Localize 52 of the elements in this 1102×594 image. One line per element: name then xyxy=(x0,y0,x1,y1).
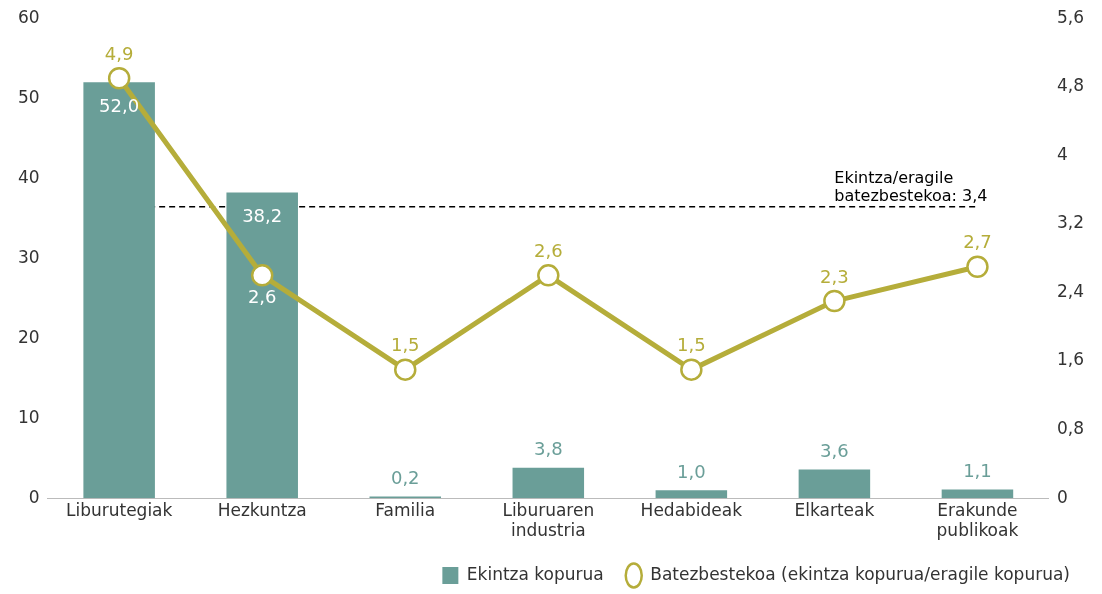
data-label: 0,2 xyxy=(390,467,420,489)
data-label: 1,1 xyxy=(963,460,992,482)
data-label: 1,5 xyxy=(677,334,706,356)
y2-tick-label: 3,2 xyxy=(1056,212,1085,233)
y2-tick-label: 2,4 xyxy=(1056,280,1085,301)
point xyxy=(537,264,560,287)
y-tick-label: 50 xyxy=(17,86,40,107)
x-tick-label: Familia xyxy=(375,499,436,520)
y2-tick-label: 1,6 xyxy=(1056,349,1085,370)
bar xyxy=(941,489,1014,499)
data-label: 4,9 xyxy=(104,42,134,64)
data-label: 3,6 xyxy=(820,440,849,462)
y2-tick-label: 4 xyxy=(1056,143,1068,164)
x-tick-label: Hezkuntza xyxy=(217,499,307,520)
data-label: 2,7 xyxy=(963,231,992,253)
point xyxy=(394,358,417,381)
x-tick-label: Erakunde publikoak xyxy=(936,499,1019,541)
data-label: 2,6 xyxy=(533,240,563,262)
data-label: 1,5 xyxy=(390,334,420,356)
data-label: 1,0 xyxy=(677,460,706,482)
legend-label: Batezbestekoa (ekintza kopurua/eragile kopurua) xyxy=(650,563,1070,584)
bar xyxy=(83,82,155,499)
data-label: 52,0 xyxy=(99,94,140,116)
bar xyxy=(798,469,871,499)
y2-tick-label: 4,8 xyxy=(1056,75,1085,96)
data-label: 2,3 xyxy=(820,265,849,287)
point xyxy=(680,358,703,381)
y-tick-label: 30 xyxy=(17,246,40,267)
ref-line-label: Ekintza/eragile batezbestekoa: 3,4 xyxy=(834,167,988,205)
y-tick-label: 60 xyxy=(17,6,40,27)
data-label: 38,2 xyxy=(242,205,283,227)
point xyxy=(823,289,846,313)
y2-tick-label: 0 xyxy=(1056,486,1068,507)
y-tick-label: 0 xyxy=(28,486,40,507)
y2-tick-label: 5,6 xyxy=(1056,6,1085,27)
x-tick-label: Liburuaren industria xyxy=(502,499,595,541)
y-tick-label: 20 xyxy=(17,326,40,347)
y-tick-label: 40 xyxy=(17,166,40,187)
x-tick-label: Liburutegiak xyxy=(65,499,173,520)
data-label: 3,8 xyxy=(533,438,563,460)
point xyxy=(966,255,989,279)
data-label: 2,6 xyxy=(247,286,277,308)
bar xyxy=(655,490,728,499)
bar xyxy=(512,467,585,499)
y2-tick-label: 0,8 xyxy=(1056,418,1085,439)
x-tick-label: Elkarteak xyxy=(794,499,875,520)
y-tick-label: 10 xyxy=(17,406,40,427)
x-tick-label: Hedabideak xyxy=(640,499,743,520)
bar xyxy=(226,192,298,499)
point xyxy=(107,66,131,90)
point xyxy=(250,264,274,287)
legend-label: Ekintza kopurua xyxy=(466,563,604,584)
